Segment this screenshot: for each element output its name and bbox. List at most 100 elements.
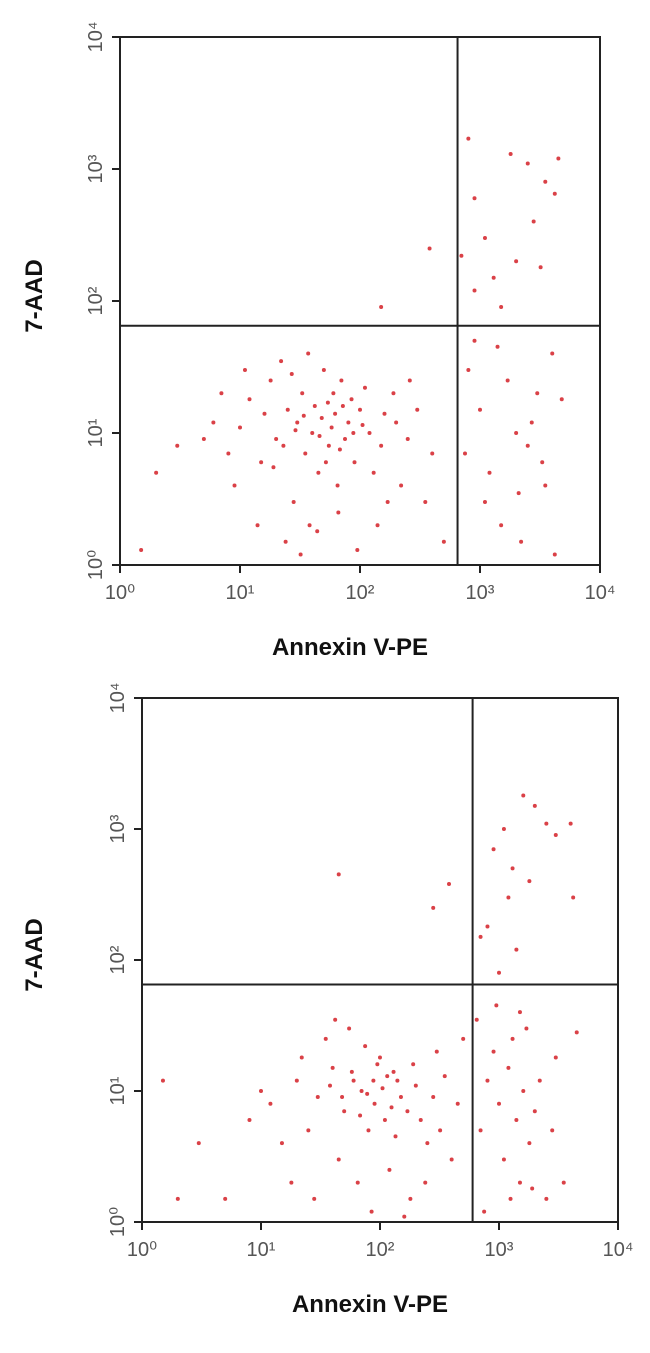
point [514,1118,519,1123]
point [382,411,387,416]
point [494,1003,499,1008]
point [449,1157,454,1162]
point [321,368,326,373]
point [360,422,365,427]
point [485,924,490,929]
x-axis-label: Annexin V-PE [292,1291,448,1318]
point [408,1196,413,1201]
point [514,947,519,952]
point [491,847,496,852]
point [517,1010,522,1015]
point [223,1196,228,1201]
point [352,460,357,465]
point [499,305,504,310]
point [391,1069,396,1074]
point [385,500,390,505]
point [535,391,540,396]
point [393,1134,398,1139]
point [380,1086,385,1091]
y-axis-label: 7-AAD [21,259,48,332]
point [499,523,504,528]
point [491,275,496,280]
point [544,821,549,826]
point [281,443,286,448]
plot-frame [119,36,601,566]
point [327,1083,332,1088]
point [514,431,519,435]
point [247,1118,252,1123]
point [411,1062,416,1067]
point [516,491,521,496]
point [552,552,557,557]
y-tick-label: 10² [107,945,129,974]
point [312,404,317,409]
point [375,1062,380,1067]
x-tick-label: 10⁰ [105,582,135,604]
point [540,460,545,465]
point [482,500,487,505]
point [363,1044,368,1049]
point [175,1196,180,1201]
point [262,411,267,416]
point [398,1094,403,1099]
point [333,411,338,416]
point [472,338,477,343]
point [405,1109,410,1114]
point [574,1030,579,1035]
point [510,1036,515,1041]
point [529,420,534,425]
point [418,1118,423,1123]
point [238,425,242,430]
point [552,191,557,196]
point [514,259,519,264]
point [478,934,483,939]
point [537,1078,542,1083]
point [365,1091,370,1096]
point [521,1089,526,1093]
point [295,420,300,425]
point [525,443,530,448]
point [466,136,471,141]
point [336,510,341,515]
point [501,827,506,831]
point [568,821,573,826]
point [394,420,399,425]
point [402,1214,407,1219]
point [482,236,487,241]
point [495,344,500,349]
point [279,359,284,364]
point [527,1141,532,1146]
point [319,415,324,420]
point [543,179,548,184]
point [532,803,537,808]
point [434,1049,439,1054]
x-tick-label: 10¹ [226,582,255,604]
x-tick-label: 10⁴ [603,1239,634,1261]
point [556,156,561,161]
point [553,832,558,837]
point [407,378,412,383]
point [271,465,276,470]
x-tick-label: 10² [346,582,375,604]
point [283,539,288,544]
point [472,288,477,293]
point [466,368,471,373]
point [306,351,311,356]
point [478,1128,483,1133]
point [561,1180,566,1185]
y-axis-label: 7-AAD [21,918,48,991]
point [559,397,564,402]
point [289,371,294,376]
point [459,253,464,258]
point [382,1118,387,1123]
point [505,378,510,383]
point [315,529,320,534]
point [415,407,420,412]
x-tick-label: 10⁴ [585,582,616,604]
point [232,483,237,488]
x-tick-label: 10⁰ [127,1239,157,1261]
point [571,895,576,900]
point [317,433,322,438]
point [472,196,477,201]
